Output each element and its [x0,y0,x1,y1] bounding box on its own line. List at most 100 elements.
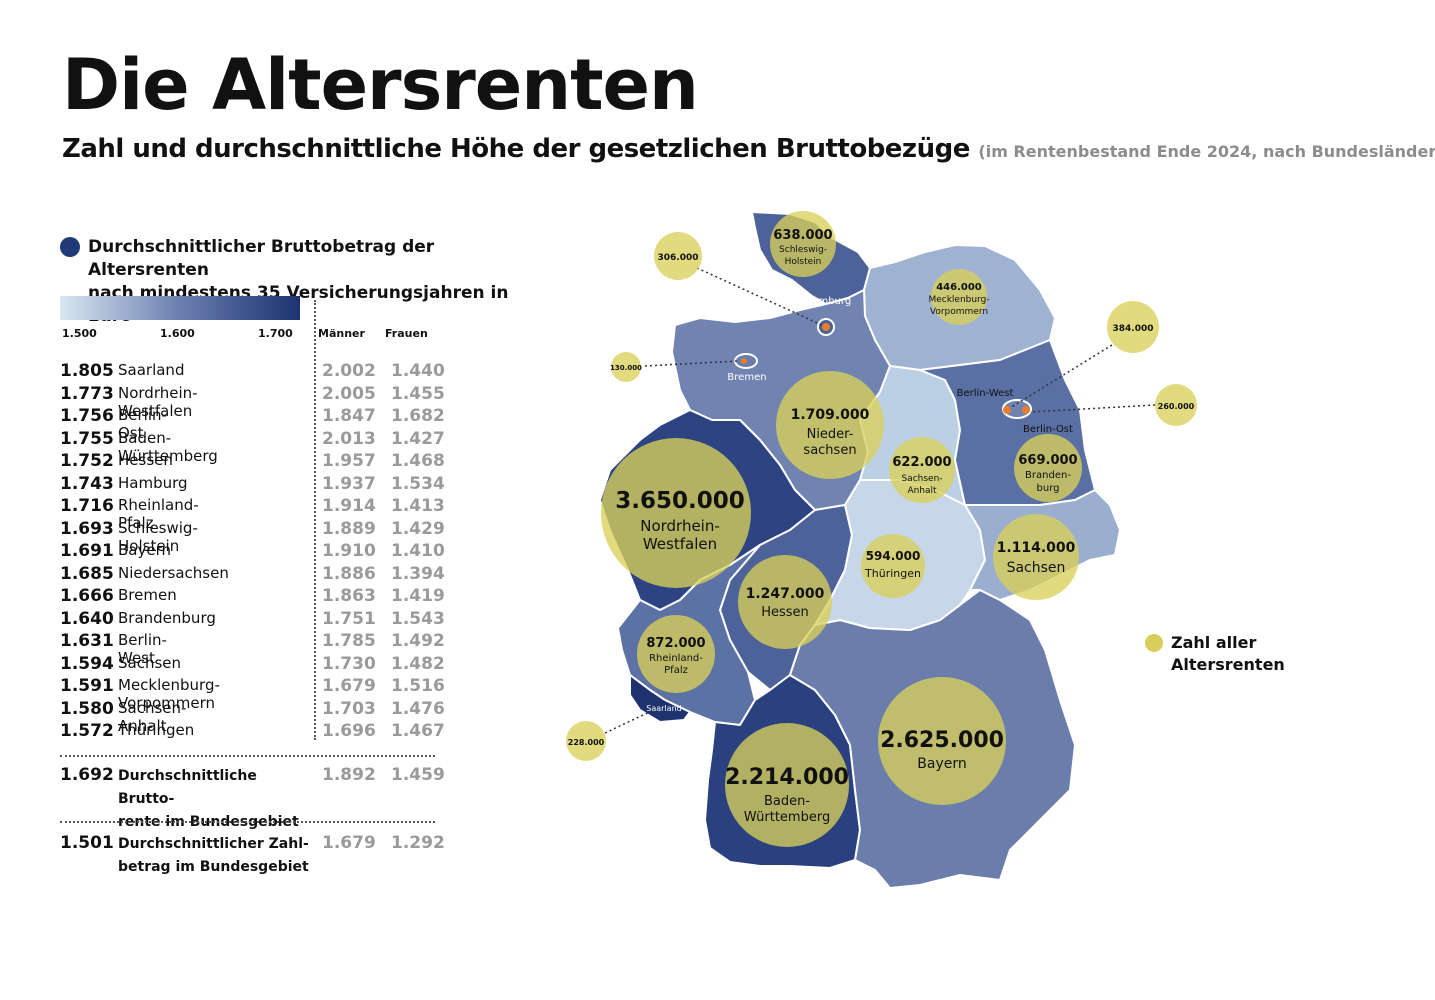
bubble-count: 3.650.000 [615,488,745,514]
men-value: 1.679 [322,676,376,696]
state-name: Schleswig-Holstein [118,518,198,555]
subtitle-note: (im Rentenbestand Ende 2024, nach Bundes… [978,142,1435,161]
bubble-label: Rheinland- [649,653,703,664]
region-berlin [1002,399,1032,419]
bubble-label: Sachsen- [901,474,942,484]
avg-value: 1.580 [60,698,114,719]
women-value: 1.516 [391,676,445,696]
bubble-berlin-west [1107,301,1159,353]
avg-value: 1.640 [60,608,114,629]
state-name: Sachsen-Anhalt [118,698,187,735]
summary-men: 1.679 [322,833,376,853]
page-subtitle: Zahl und durchschnittliche Höhe der gese… [62,134,1435,164]
avg-value: 1.594 [60,653,114,674]
city-dot-bremen [741,358,747,364]
bubble-legend-line1: Zahl aller [1171,633,1257,652]
state-name: Saarland [118,361,185,379]
page-title: Die Altersrenten [62,44,699,126]
legend-heading-line1: Durchschnittlicher Bruttobetrag der Alte… [88,237,435,280]
bubble-brandenburg [1014,434,1082,502]
state-name: Baden-Württemberg [118,428,218,465]
city-label-hamburg: Hamburg [805,296,851,307]
state-name: Hamburg [118,473,188,492]
column-header-men: Männer [318,327,365,340]
bubble-count: 622.000 [892,455,951,470]
women-value: 1.467 [391,721,445,741]
bubble-count: 306.000 [658,253,699,263]
subtitle-main: Zahl und durchschnittliche Höhe der gese… [62,134,970,164]
bubble-schleswig-holstein [770,211,836,277]
city-label-berlin-ost: Berlin-Ost [1023,424,1073,435]
divider-line [60,755,435,757]
bubble-bayern [878,677,1006,805]
bubble-baden-wuerttemberg [725,723,849,847]
avg-value: 1.716 [60,496,114,516]
city-dot-berlin-ost [1022,406,1030,414]
men-value: 1.863 [322,586,376,606]
bubble-count: 669.000 [1018,453,1077,468]
men-value: 1.914 [322,496,376,516]
men-value: 1.703 [322,698,376,719]
bubble-niedersachsen [776,371,884,479]
avg-value: 1.572 [60,721,114,741]
legend-dot-icon [60,237,80,257]
avg-value: 1.685 [60,563,114,584]
bubble-legend-line2: Altersrenten [1171,655,1285,674]
avg-value: 1.756 [60,406,114,426]
bubble-label: Pfalz [664,665,688,676]
leader-line [644,360,739,367]
state-name: Bremen [118,586,177,604]
bubble-count: 1.709.000 [791,407,870,423]
column-header-women: Frauen [385,327,428,340]
summary-value: 1.692 [60,765,114,785]
women-value: 1.427 [391,428,445,449]
bubble-label: Sachsen [1007,560,1066,576]
bubble-count: 260.000 [1158,402,1195,411]
bubble-nordrhein-westfalen [601,438,751,588]
avg-value: 1.693 [60,518,114,539]
bubble-count: 228.000 [568,738,605,747]
summary-women: 1.292 [391,833,445,853]
state-name: Rheinland-Pfalz [118,496,199,532]
women-value: 1.534 [391,473,445,494]
city-dot-hamburg [822,323,830,331]
bubble-label: Thüringen [864,567,921,580]
bubble-label: Nieder- [807,427,854,442]
divider-line [60,821,435,823]
bubble-bremen [611,352,641,382]
city-dot-berlin-west [1003,406,1011,414]
women-value: 1.440 [391,361,445,381]
scale-label: 1.600 [160,327,195,340]
bubble-count: 1.247.000 [746,586,825,602]
avg-value: 1.743 [60,473,114,494]
bubble-count: 2.214.000 [725,765,849,790]
bubble-label: Mecklenburg- [928,295,989,305]
state-name: Brandenburg [118,608,216,627]
women-value: 1.543 [391,608,445,629]
bubble-count: 594.000 [866,549,921,563]
bubble-saarland [566,721,606,761]
bubble-legend-dot-icon [1145,634,1163,652]
avg-value: 1.631 [60,631,114,651]
bubble-hamburg [654,232,702,280]
bubble-label: Schleswig- [779,245,827,255]
bubble-count: 130.000 [610,364,642,372]
women-value: 1.492 [391,631,445,651]
avg-value: 1.666 [60,586,114,606]
men-value: 1.937 [322,473,376,494]
bubble-thueringen [861,534,925,598]
avg-value: 1.755 [60,428,114,449]
bubble-sachsen-anhalt [889,437,955,503]
region-saarland [629,674,691,723]
bubble-label: Bayern [917,756,966,772]
men-value: 1.886 [322,563,376,584]
city-label-saarland: Saarland [646,704,681,713]
bubble-count: 446.000 [936,282,982,293]
bubble-label: Vorpommern [930,307,988,317]
women-value: 1.468 [391,451,445,471]
bubble-label: Holstein [785,257,822,267]
women-value: 1.429 [391,518,445,539]
men-value: 1.751 [322,608,376,629]
summary-label: Durchschnittlicher Zahl-betrag im Bundes… [118,833,318,879]
